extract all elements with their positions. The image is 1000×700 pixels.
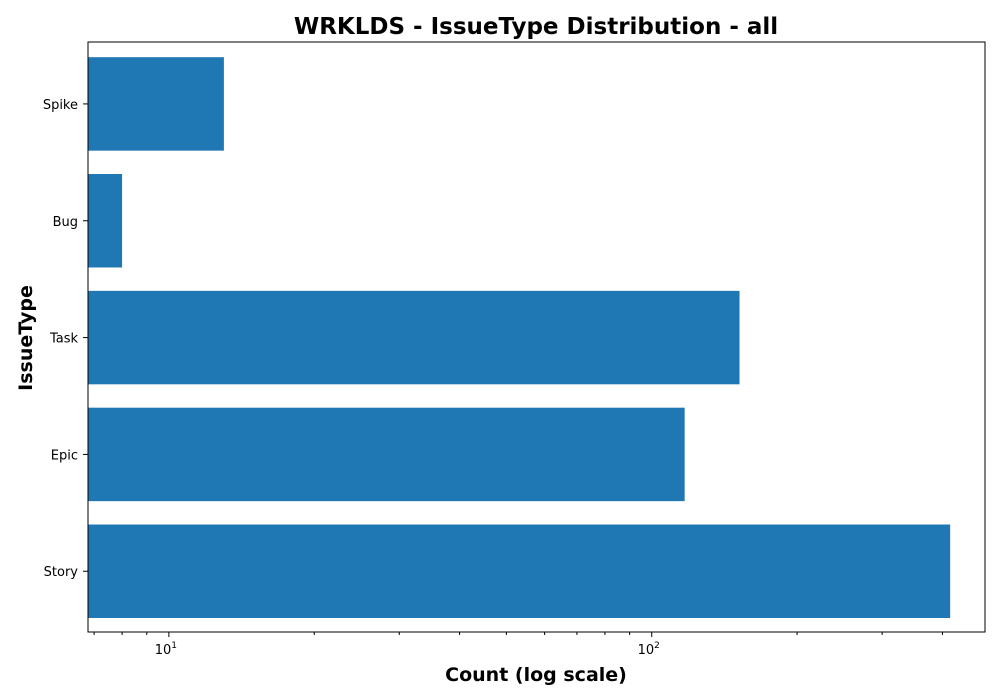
x-tick-label: 102 [638,641,660,658]
y-tick-label-task: Task [49,332,79,347]
bar-spike [88,57,224,151]
plot-frame [87,41,986,633]
y-tick-label-spike: Spike [43,98,78,113]
bar-story [88,524,951,618]
y-tick-label-story: Story [44,565,79,580]
x-tick-label: 101 [155,641,177,658]
y-tick-label-epic: Epic [51,448,78,463]
y-axis-label: IssueType [15,285,37,391]
x-ticks-group: 101 102 [93,632,943,658]
x-tick-exponent: 1 [171,641,177,651]
x-axis-label: Count (log scale) [445,664,627,686]
bar-bug [88,174,123,268]
y-tick-label-bug: Bug [53,215,78,230]
bar-epic [88,407,685,502]
y-ticks-group: Story Epic Task Bug Spike [43,98,88,580]
bar-task [88,290,740,385]
bars-group [88,57,951,618]
chart-title: WRKLDS - IssueType Distribution - all [294,14,778,40]
x-tick-exponent: 2 [654,641,660,651]
